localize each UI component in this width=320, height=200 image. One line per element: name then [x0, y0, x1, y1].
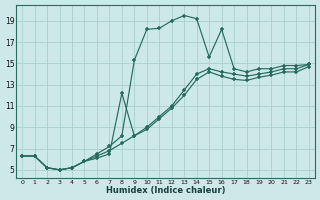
X-axis label: Humidex (Indice chaleur): Humidex (Indice chaleur) [106, 186, 225, 195]
